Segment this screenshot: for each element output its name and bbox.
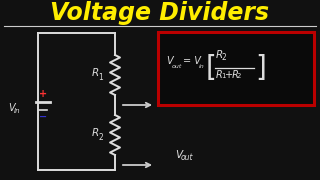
Text: +: + [39,89,47,99]
Text: 1: 1 [221,73,226,78]
Text: R: R [92,128,99,138]
Text: In: In [14,108,20,114]
Text: V: V [8,103,15,113]
Text: [: [ [206,55,217,82]
Text: 2: 2 [99,132,103,141]
Text: out: out [181,154,194,163]
Text: = V: = V [183,55,201,66]
Text: V: V [166,55,172,66]
Text: −: − [39,112,47,122]
Text: 1: 1 [99,73,103,82]
Text: out: out [172,64,182,69]
Text: ]: ] [255,55,266,82]
Text: V: V [175,150,182,160]
Text: in: in [199,64,205,69]
Text: R: R [216,50,223,60]
Text: R: R [216,69,223,80]
Text: R: R [92,68,99,78]
Text: 2: 2 [237,73,241,78]
Text: Voltage Dividers: Voltage Dividers [51,1,269,25]
Text: +R: +R [225,69,240,80]
Text: 2: 2 [222,53,227,62]
FancyBboxPatch shape [158,32,314,105]
